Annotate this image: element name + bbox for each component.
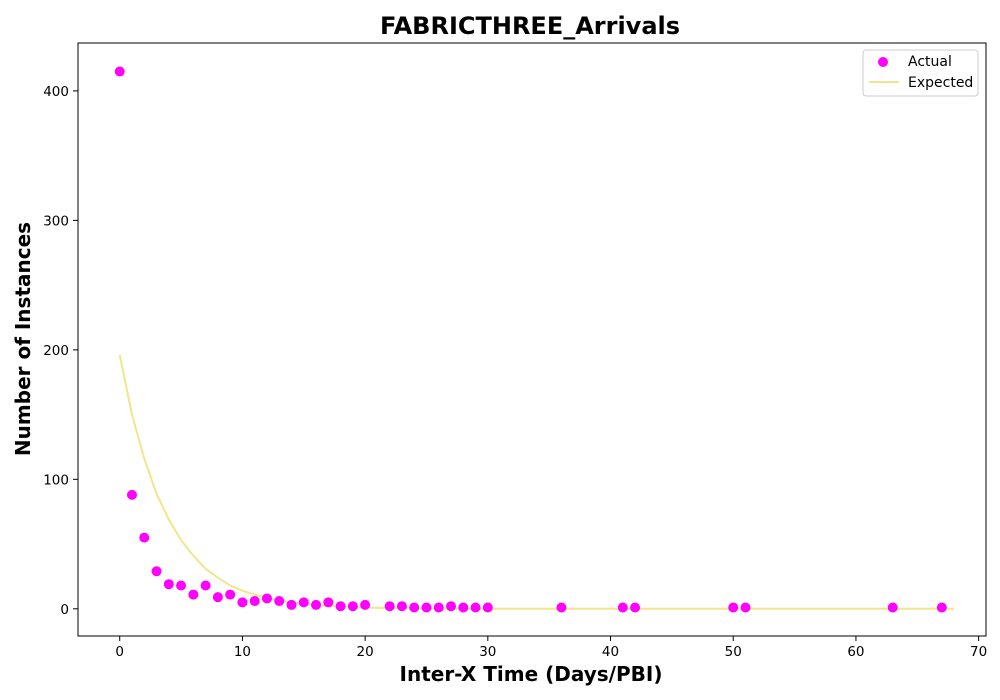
actual-point <box>176 580 187 591</box>
actual-point <box>396 601 407 612</box>
legend-actual-label: Actual <box>908 54 952 70</box>
actual-point <box>261 593 272 604</box>
actual-point <box>556 602 567 613</box>
legend-expected-label: Expected <box>908 75 973 91</box>
actual-point <box>212 592 223 603</box>
expected-line <box>118 354 955 610</box>
actual-point <box>728 602 739 613</box>
actual-point <box>887 602 898 613</box>
legend: Actual Expected <box>862 49 979 97</box>
y-tick-label: 400 <box>43 84 69 100</box>
x-axis: 0 10 20 30 40 50 60 70 <box>115 636 987 660</box>
y-tick-label: 100 <box>43 472 69 488</box>
actual-point <box>458 602 469 613</box>
actual-point <box>482 602 493 613</box>
x-tick-label: 0 <box>115 644 124 660</box>
y-axis-label: Number of Instances <box>11 222 35 456</box>
chart-title: FABRICTHREE_Arrivals <box>380 12 680 40</box>
y-tick-label: 200 <box>43 343 69 359</box>
actual-point <box>409 602 420 613</box>
actual-point <box>446 601 457 612</box>
actual-point <box>384 601 395 612</box>
actual-point <box>421 602 432 613</box>
x-tick-label: 20 <box>357 644 374 660</box>
x-tick-label: 10 <box>234 644 251 660</box>
legend-box <box>862 49 979 97</box>
actual-point <box>298 597 309 608</box>
x-tick-label: 30 <box>479 644 496 660</box>
actual-point <box>249 596 260 607</box>
series-layer <box>114 66 955 613</box>
y-axis: 0 100 200 300 400 <box>43 84 78 618</box>
y-tick-label: 0 <box>60 602 69 618</box>
plot-area <box>77 42 987 637</box>
actual-point <box>126 489 137 500</box>
actual-point <box>274 596 285 607</box>
legend-actual-marker <box>878 57 888 67</box>
actual-point <box>200 580 211 591</box>
actual-point <box>163 579 174 590</box>
actual-point <box>225 589 236 600</box>
actual-point <box>335 601 346 612</box>
actual-point <box>139 532 150 543</box>
actual-point <box>630 602 641 613</box>
actual-point <box>188 589 199 600</box>
y-tick-label: 300 <box>43 213 69 229</box>
actual-point <box>433 602 444 613</box>
x-axis-label: Inter-X Time (Days/PBI) <box>400 662 663 686</box>
actual-point <box>311 599 322 610</box>
actual-point <box>470 602 481 613</box>
actual-point <box>114 66 125 77</box>
actual-point <box>151 566 162 577</box>
actual-point <box>740 602 751 613</box>
x-tick-label: 50 <box>725 644 742 660</box>
actual-point <box>286 599 297 610</box>
actual-point <box>936 602 947 613</box>
x-tick-label: 40 <box>602 644 619 660</box>
actual-point <box>617 602 628 613</box>
actual-point <box>237 597 248 608</box>
actual-point <box>347 601 358 612</box>
x-tick-label: 70 <box>970 644 987 660</box>
actual-point <box>360 599 371 610</box>
x-tick-label: 60 <box>847 644 864 660</box>
actual-point <box>323 597 334 608</box>
